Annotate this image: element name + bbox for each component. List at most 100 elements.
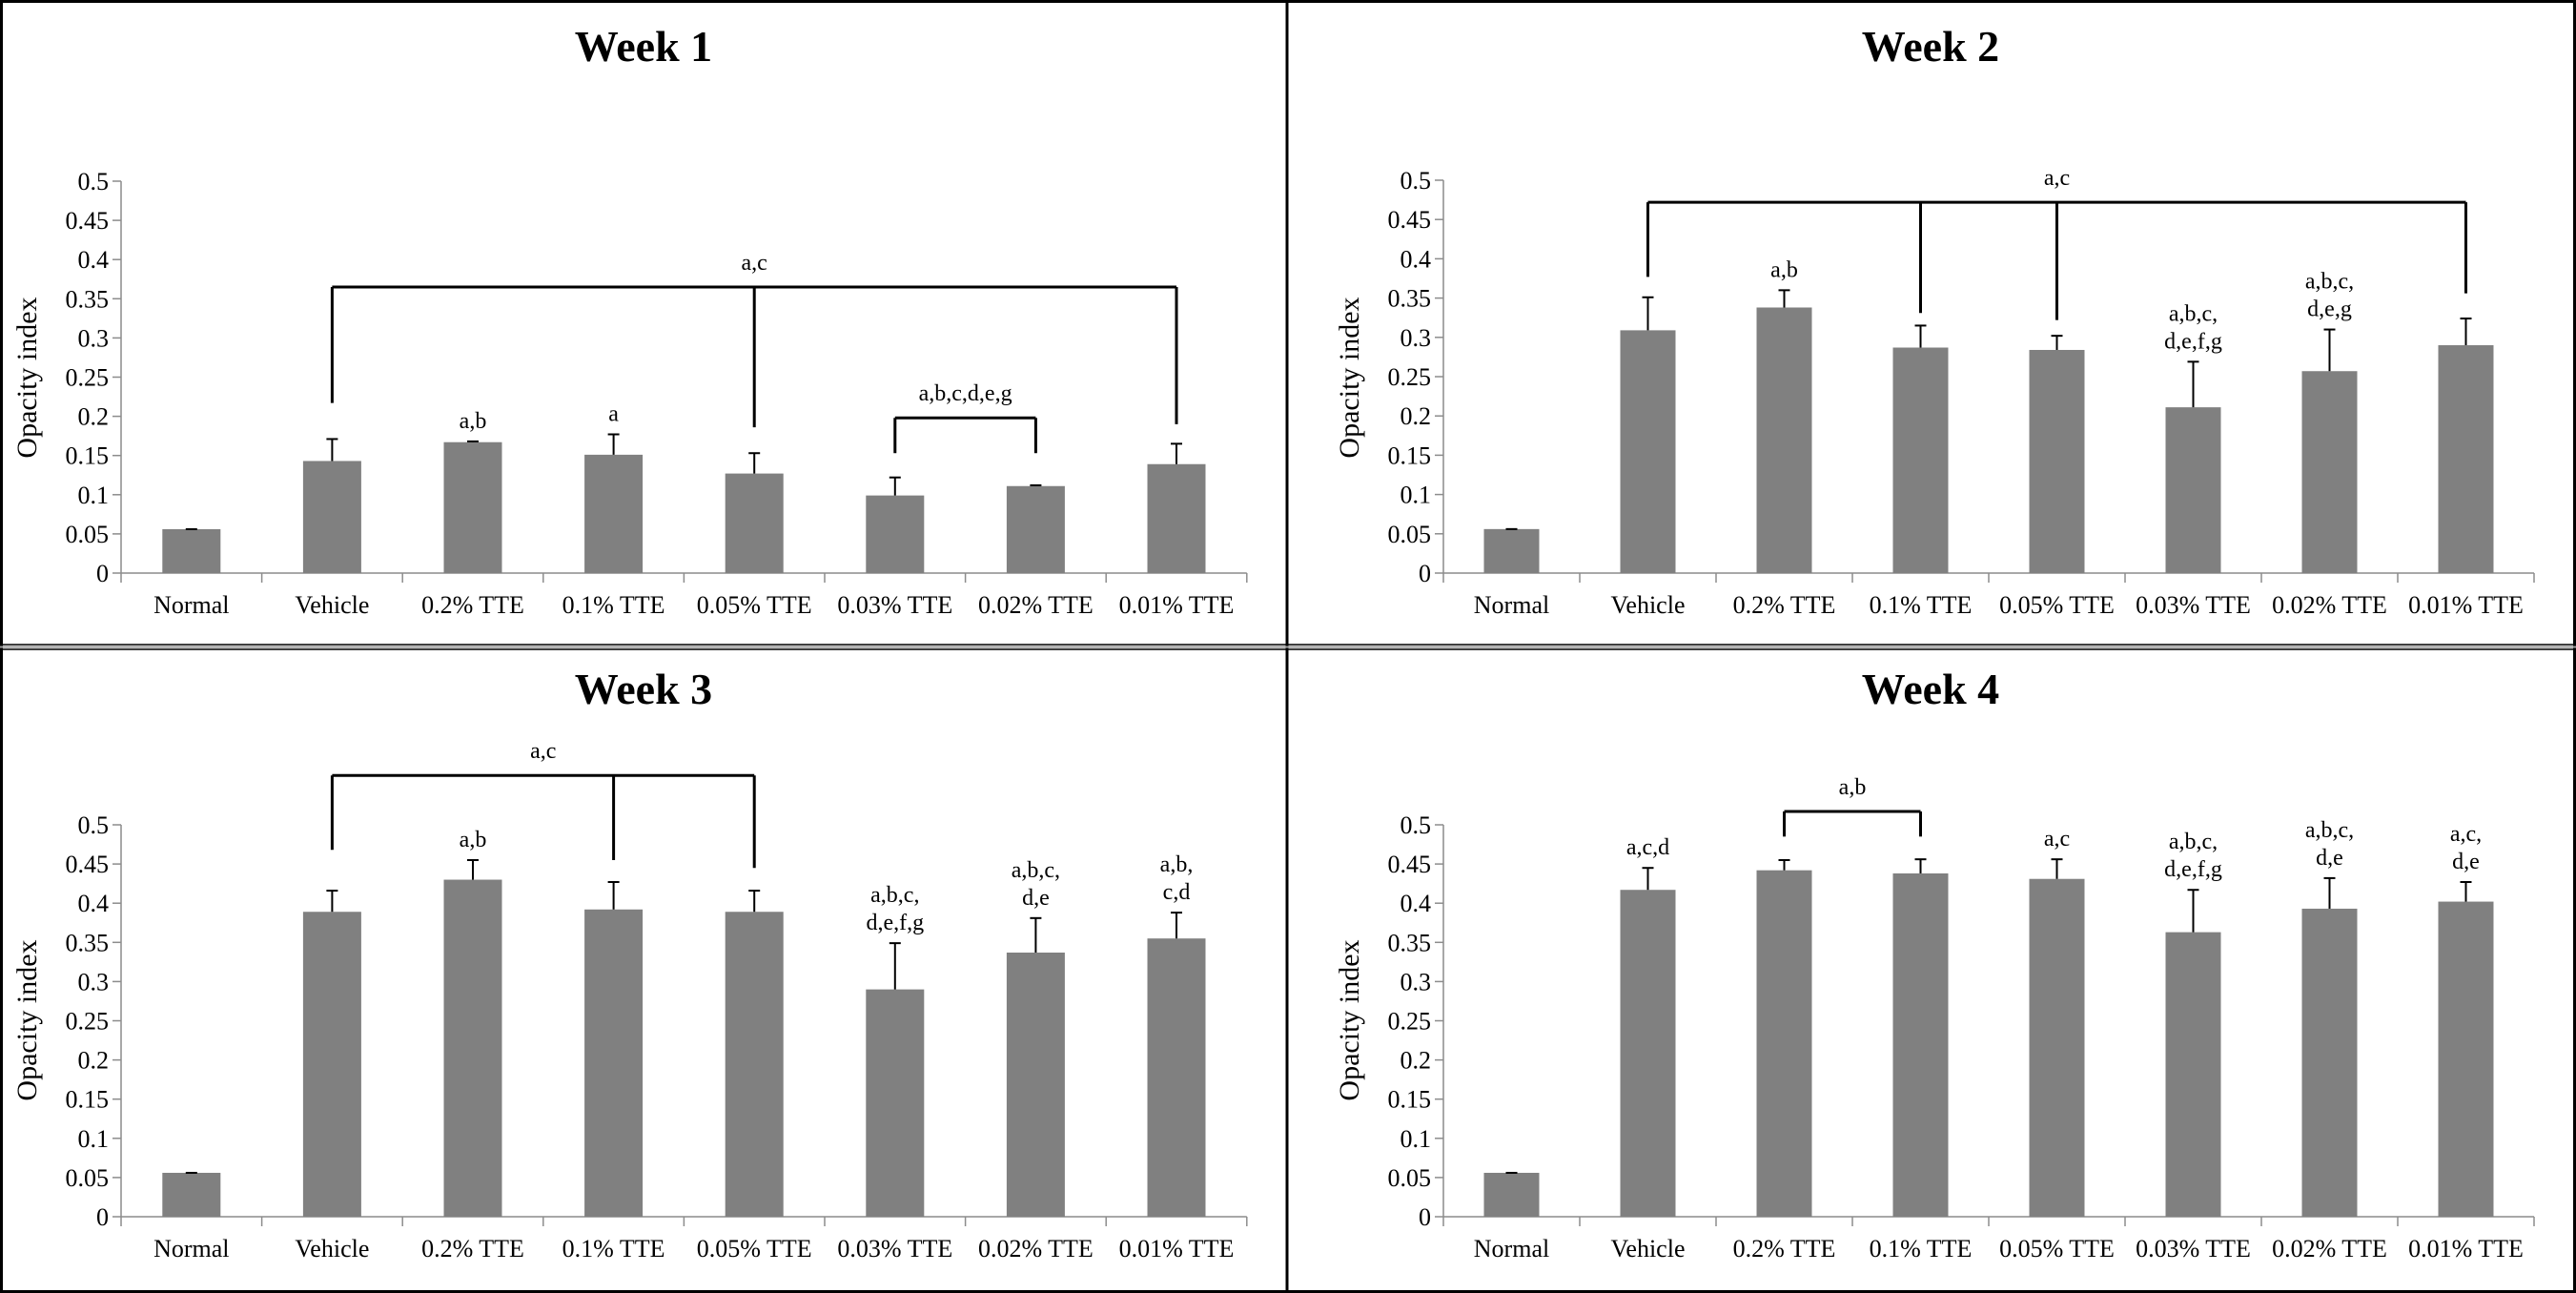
y-axis-title: Opacity index [1334,297,1365,458]
significance-label: a,b, [1160,852,1194,877]
y-tick-label: 0.3 [1400,968,1432,995]
bar [1147,463,1206,573]
bar [2165,407,2221,573]
y-tick-label: 0.5 [78,811,110,839]
significance-label: d,e,f,g [866,911,924,935]
plot-area: 0 0.05 0.1 0.15 0.2 0.25 0.3 0.35 0.4 0.45 0.5 Norm… [66,168,1248,619]
x-category-label: Normal [1474,591,1549,619]
plot-area: 0 0.05 0.1 0.15 0.2 0.25 0.3 0.35 0.4 0.45 0.5 Norm… [1388,775,2535,1262]
bar [866,495,925,573]
x-category-label: 0.1% TTE [1870,1235,1973,1262]
panel-title: Week 4 [1862,665,1999,713]
y-tick-label: 0.3 [78,968,110,995]
significance-label: c,d [1163,880,1191,905]
y-tick-label: 0.2 [1400,1047,1432,1075]
y-tick-label: 0.5 [78,168,110,195]
significance-label: a,c [2044,827,2070,852]
y-tick-label: 0.45 [1388,851,1432,878]
x-category-label: Vehicle [295,591,369,619]
bar [1006,952,1065,1217]
x-category-label: 0.01% TTE [2408,1235,2524,1262]
bar [2029,878,2085,1217]
bar [2301,908,2358,1217]
significance-label: a,b,c, [2305,818,2354,843]
bar [2301,371,2358,573]
bar [2438,345,2494,573]
bracket-label: a,c [530,739,556,764]
y-tick-label: 0.35 [66,285,110,313]
y-tick-label: 0.35 [1388,285,1432,313]
y-tick-label: 0.25 [66,364,110,392]
bar [2029,349,2085,573]
significance-label: a [608,402,619,427]
y-tick-label: 0.1 [1400,1125,1432,1153]
y-tick-label: 0.45 [1388,206,1432,234]
y-tick-label: 0.45 [66,851,110,878]
panel-week-2: Week 2 Opacity index 0 0.05 0.1 0.15 0.2 0.25… [1334,22,2535,619]
significance-label: a,b [460,828,487,852]
y-tick-label: 0.5 [1400,811,1432,839]
bar [584,454,644,573]
bar [1483,1172,1540,1217]
x-category-label: 0.1% TTE [562,591,665,619]
significance-label: a,b [1770,257,1798,282]
plot-area: 0 0.05 0.1 0.15 0.2 0.25 0.3 0.35 0.4 0.45 0.5 Norm… [66,739,1248,1262]
x-category-label: 0.03% TTE [2136,1235,2251,1262]
y-tick-label: 0 [96,1203,109,1231]
y-axis-title: Opacity index [11,939,43,1100]
y-tick-label: 0.1 [1400,482,1432,509]
y-tick-label: 0.3 [78,324,110,352]
x-category-label: Normal [153,591,229,619]
significance-label: a,b,c, [870,883,919,908]
y-tick-label: 0.15 [66,442,110,470]
panel-week-4: Week 4 Opacity index 0 0.05 0.1 0.15 0.2 0.25… [1334,665,2535,1262]
panel-title: Week 1 [575,22,712,71]
x-category-label: 0.05% TTE [1999,591,2115,619]
bracket-label: a,c [742,251,767,276]
y-tick-label: 0.35 [66,929,110,956]
significance-label: a,c, [2450,822,2482,847]
y-tick-label: 0.2 [78,1047,110,1075]
significance-label: a,b,c, [2305,270,2354,295]
y-tick-label: 0.4 [1400,890,1432,917]
bar [1892,872,1949,1217]
y-tick-label: 0.1 [78,482,110,509]
bar [443,441,502,573]
y-tick-label: 0 [1419,560,1431,587]
x-category-label: 0.2% TTE [1733,1235,1836,1262]
bracket-label: a,b [1839,775,1867,800]
y-tick-label: 0.35 [1388,929,1432,956]
y-tick-label: 0.3 [1400,324,1432,352]
significance-label: d,e,f,g [2164,857,2222,882]
y-tick-label: 0.05 [66,521,110,548]
y-axis-title: Opacity index [1334,939,1365,1100]
panel-title: Week 3 [575,665,712,713]
panel-week-1: Week 1 Opacity index 0 0.05 0.1 0.15 0.2 0.25… [11,22,1248,619]
y-tick-label: 0 [1419,1203,1431,1231]
x-category-label: Vehicle [1611,591,1686,619]
panel-title: Week 2 [1862,22,1999,71]
x-category-label: Normal [153,1235,229,1262]
bar [2165,932,2221,1217]
x-category-label: Normal [1474,1235,1549,1262]
significance-label: a,b,c, [2169,830,2218,854]
y-tick-label: 0.05 [1388,521,1432,548]
x-category-label: 0.03% TTE [2136,591,2251,619]
bar [1620,330,1676,573]
y-tick-label: 0.05 [1388,1164,1432,1192]
significance-label: a,c,d [1626,835,1669,860]
y-axis-title: Opacity index [11,297,43,458]
bar [1892,347,1949,573]
significance-label: d,e,g [2307,298,2352,322]
bar [162,528,221,573]
y-tick-label: 0.4 [78,890,110,917]
bracket-label: a,c [2044,166,2070,191]
plot-area: 0 0.05 0.1 0.15 0.2 0.25 0.3 0.35 0.4 0.45 0.5 Norm… [1388,166,2535,619]
x-category-label: 0.03% TTE [837,1235,952,1262]
x-category-label: 0.2% TTE [421,591,524,619]
y-tick-label: 0.25 [1388,1008,1432,1036]
bar [1147,938,1206,1217]
bar [584,909,644,1217]
significance-label: d,e,f,g [2164,329,2222,354]
